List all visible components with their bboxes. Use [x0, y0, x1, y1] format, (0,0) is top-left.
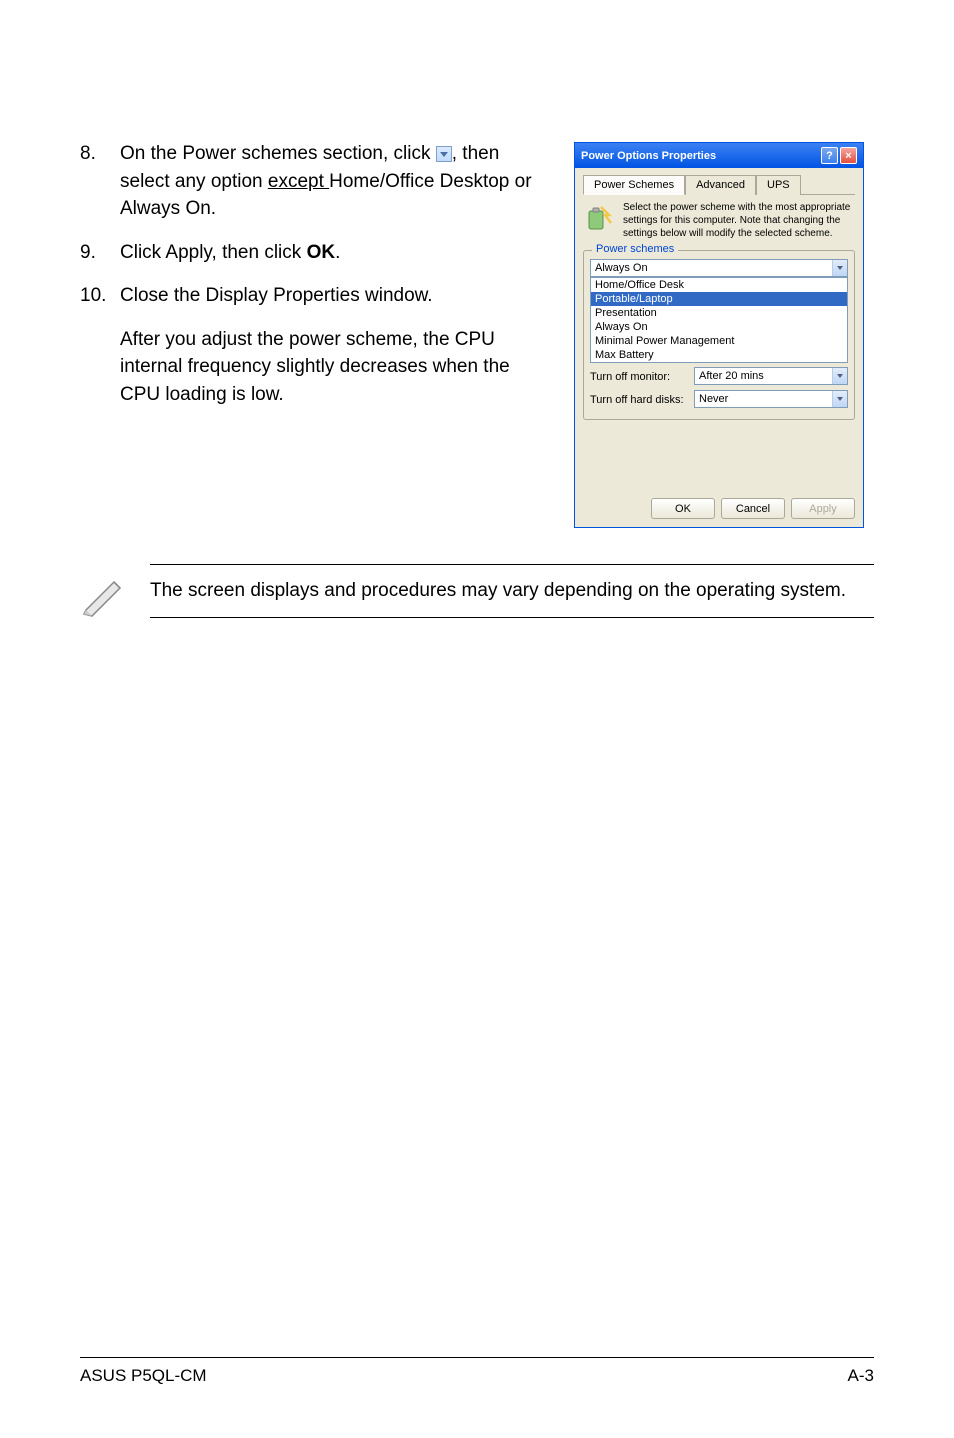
dialog-tabs: Power SchemesAdvancedUPS	[583, 174, 855, 195]
step-number: 10.	[80, 282, 120, 408]
dialog-title: Power Options Properties	[581, 150, 716, 162]
close-button[interactable]: ×	[840, 147, 857, 164]
list-item[interactable]: Minimal Power Management	[591, 334, 847, 348]
setting-row: Turn off hard disks: Never	[590, 390, 848, 410]
footer-right: A-3	[848, 1366, 874, 1386]
step-body: Close the Display Properties window.Afte…	[120, 282, 554, 408]
power-icon	[583, 201, 615, 233]
step-body: Click Apply, then click OK.	[120, 239, 554, 267]
list-item[interactable]: Presentation	[591, 306, 847, 320]
combo-value: Always On	[595, 262, 648, 274]
dialog-intro: Select the power scheme with the most ap…	[623, 201, 855, 240]
dialog-tab[interactable]: Power Schemes	[583, 175, 685, 195]
setting-row: Turn off monitor: After 20 mins	[590, 367, 848, 387]
pencil-note-icon	[80, 564, 128, 623]
note-text: The screen displays and procedures may v…	[150, 564, 874, 618]
dialog-tab[interactable]: UPS	[756, 175, 801, 195]
list-item[interactable]: Always On	[591, 320, 847, 334]
power-scheme-combo[interactable]: Always On	[590, 259, 848, 277]
list-item[interactable]: Max Battery	[591, 348, 847, 362]
instruction-step: 9.Click Apply, then click OK.	[80, 239, 554, 267]
dropdown-arrow-icon	[436, 146, 452, 162]
fieldset-legend: Power schemes	[592, 243, 678, 255]
list-item[interactable]: Home/Office Desk	[591, 278, 847, 292]
setting-label: Turn off monitor:	[590, 371, 688, 383]
power-schemes-fieldset: Power schemes Always On Home/Office Desk…	[583, 250, 855, 420]
chevron-down-icon	[832, 260, 847, 276]
setting-value: Never	[699, 393, 728, 405]
help-button[interactable]: ?	[821, 147, 838, 164]
setting-label: Turn off hard disks:	[590, 394, 688, 406]
step-number: 9.	[80, 239, 120, 267]
instruction-step: 8.On the Power schemes section, click , …	[80, 140, 554, 223]
page-footer: ASUS P5QL-CM A-3	[80, 1357, 874, 1386]
power-scheme-list[interactable]: Home/Office DeskPortable/LaptopPresentat…	[590, 277, 848, 363]
apply-button: Apply	[791, 498, 855, 519]
cancel-button[interactable]: Cancel	[721, 498, 785, 519]
setting-value: After 20 mins	[699, 370, 764, 382]
power-options-dialog: Power Options Properties ? × Power Schem…	[574, 142, 864, 528]
list-item[interactable]: Portable/Laptop	[591, 292, 847, 306]
instruction-steps: 8.On the Power schemes section, click , …	[80, 140, 554, 528]
step-number: 8.	[80, 140, 120, 223]
instruction-step: 10.Close the Display Properties window.A…	[80, 282, 554, 408]
step-continuation: After you adjust the power scheme, the C…	[120, 326, 554, 409]
footer-left: ASUS P5QL-CM	[80, 1366, 207, 1386]
dialog-titlebar: Power Options Properties ? ×	[575, 143, 863, 168]
dialog-tab[interactable]: Advanced	[685, 175, 756, 195]
step-body: On the Power schemes section, click , th…	[120, 140, 554, 223]
ok-button[interactable]: OK	[651, 498, 715, 519]
setting-combo[interactable]: Never	[694, 390, 848, 408]
dialog-button-row: OK Cancel Apply	[583, 498, 855, 519]
setting-combo[interactable]: After 20 mins	[694, 367, 848, 385]
chevron-down-icon	[832, 391, 847, 407]
chevron-down-icon	[832, 368, 847, 384]
